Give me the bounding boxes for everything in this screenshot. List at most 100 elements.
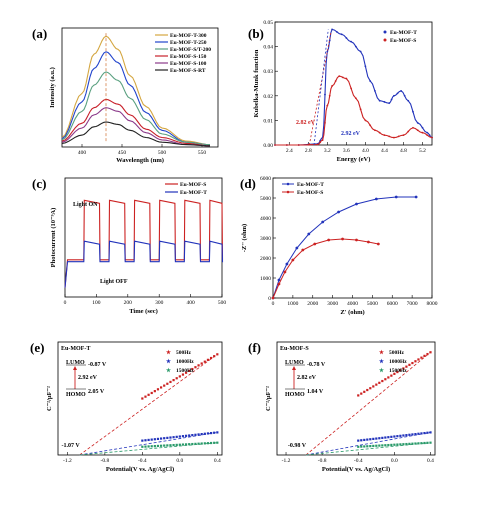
y-tick-label: 0.00 xyxy=(263,143,273,149)
data-point xyxy=(388,135,391,138)
data-point xyxy=(396,443,399,446)
data-point xyxy=(150,391,153,395)
data-point xyxy=(407,130,410,133)
data-point xyxy=(172,378,175,382)
data-point xyxy=(156,388,160,391)
data-point xyxy=(285,144,288,146)
legend-entry: Eu-MOF-S xyxy=(390,38,416,44)
data-point xyxy=(396,435,399,438)
data-point xyxy=(181,443,185,446)
data-point xyxy=(387,376,390,379)
y-axis-label: Photocurrent (10⁻⁹A) xyxy=(50,208,57,268)
x-tick-label: 2000 xyxy=(307,301,318,307)
data-point xyxy=(355,202,358,206)
data-point xyxy=(426,431,429,434)
data-point xyxy=(313,242,317,246)
series-line xyxy=(61,121,211,147)
data-point xyxy=(357,445,360,448)
data-point xyxy=(141,439,144,442)
data-point xyxy=(307,232,311,236)
data-point xyxy=(405,365,408,368)
series-line xyxy=(275,28,433,146)
data-point xyxy=(411,361,414,365)
x-tick-label: 0.0 xyxy=(176,458,183,464)
homo-label: HOMO xyxy=(66,392,86,398)
data-point xyxy=(334,80,337,82)
data-point xyxy=(402,443,405,446)
data-point xyxy=(206,432,210,435)
data-point xyxy=(399,443,402,446)
data-point xyxy=(378,131,381,134)
data-point xyxy=(396,92,399,95)
data-point xyxy=(360,392,363,395)
panel-label: (f) xyxy=(248,340,261,355)
data-point xyxy=(421,131,424,134)
data-point xyxy=(381,379,384,383)
panel-label: (a) xyxy=(32,26,47,41)
series-line xyxy=(272,196,417,299)
data-point xyxy=(184,434,188,437)
legend-marker: ★ xyxy=(166,349,172,356)
tangent-line xyxy=(313,29,329,146)
data-point xyxy=(291,258,295,262)
light-on-annotation: Light ON xyxy=(73,202,98,208)
data-point xyxy=(156,437,160,441)
panel-label: (b) xyxy=(248,26,264,41)
data-point xyxy=(216,431,219,434)
legend-entry: Eu-MOF-T xyxy=(390,30,417,36)
data-point xyxy=(178,435,181,438)
data-point xyxy=(381,436,384,439)
fit-line xyxy=(79,432,218,456)
data-point xyxy=(213,355,216,358)
x-tick-label: 400 xyxy=(78,150,87,156)
fit-line xyxy=(305,432,431,456)
data-point xyxy=(372,385,375,388)
data-point xyxy=(394,195,398,199)
data-point xyxy=(340,33,343,36)
data-point xyxy=(203,442,206,445)
band-gap-value: 2.92 eV xyxy=(78,375,98,381)
x-tick-label: 400 xyxy=(186,300,195,306)
data-point xyxy=(181,435,185,438)
data-point xyxy=(384,436,387,439)
data-point xyxy=(274,144,276,146)
data-point xyxy=(206,358,210,361)
data-point xyxy=(388,102,391,105)
data-point xyxy=(150,438,153,441)
sample-title: Eu-MOF-S xyxy=(280,346,309,352)
data-point xyxy=(175,377,178,380)
data-point xyxy=(372,437,375,441)
data-point xyxy=(363,445,366,448)
y-tick-label: 0.03 xyxy=(263,69,273,75)
series-line xyxy=(61,71,211,146)
data-point xyxy=(364,119,367,122)
light-off-annotation: Light OFF xyxy=(100,279,128,285)
data-point xyxy=(147,438,150,442)
data-point xyxy=(200,362,203,365)
legend-entry: Eu-MOF-S xyxy=(297,190,323,196)
x-tick-label: -1.2 xyxy=(282,458,291,464)
data-point xyxy=(369,124,372,127)
data-point xyxy=(203,360,206,363)
data-point xyxy=(363,438,366,442)
data-point xyxy=(209,441,213,445)
data-point xyxy=(412,110,414,113)
lumo-label: LUMO xyxy=(66,360,85,366)
plot-frame xyxy=(274,21,433,146)
y-tick-label: 2000 xyxy=(260,256,271,262)
band-gap-annotation: 2.82 eV xyxy=(296,120,316,126)
panel-b: (b) 2.4 2.8 3.2 3.6 4.0 4.4 4.8 5.2 0.00 0.01 0.02 0… xyxy=(248,20,433,163)
data-point xyxy=(277,278,281,282)
data-point xyxy=(414,442,417,445)
x-tick-label: 100 xyxy=(92,300,101,306)
x-tick-label: 8000 xyxy=(427,301,438,307)
data-point xyxy=(319,141,322,144)
data-point xyxy=(169,436,172,439)
legend-marker: ★ xyxy=(166,367,172,374)
data-point xyxy=(327,238,331,242)
x-tick-label: 4.8 xyxy=(400,148,407,154)
y-axis-label: C⁻²/μF⁻² xyxy=(265,386,272,411)
data-point xyxy=(369,444,372,448)
x-tick-label: 550 xyxy=(198,150,207,156)
y-axis-label: C⁻²/μF⁻² xyxy=(46,386,53,411)
